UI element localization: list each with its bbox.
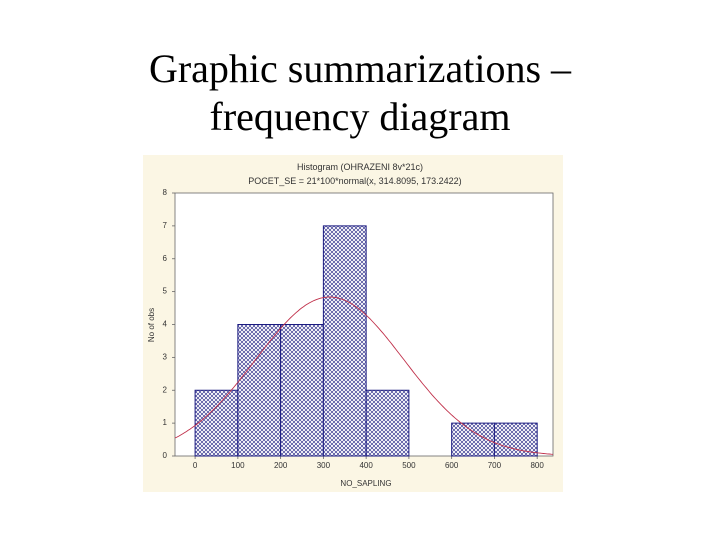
x-tick-label: 600 bbox=[445, 461, 459, 470]
bar bbox=[365, 389, 410, 457]
x-tick-label: 800 bbox=[530, 461, 544, 470]
y-tick-label: 0 bbox=[163, 451, 168, 460]
x-tick-label: 100 bbox=[231, 461, 245, 470]
x-tick-label: 500 bbox=[402, 461, 416, 470]
chart-subtitle: POCET_SE = 21*100*normal(x, 314.8095, 17… bbox=[248, 176, 461, 186]
y-tick-label: 3 bbox=[163, 352, 168, 361]
x-tick-label: 200 bbox=[274, 461, 288, 470]
x-axis-label: NO_SAPLING bbox=[340, 479, 391, 488]
y-tick-label: 2 bbox=[163, 385, 168, 394]
x-tick-label: 0 bbox=[193, 461, 198, 470]
bar bbox=[237, 324, 282, 457]
slide-title: frequency diagram bbox=[210, 94, 511, 139]
y-tick-label: 5 bbox=[163, 287, 168, 296]
bar bbox=[194, 389, 239, 457]
chart-title: Histogram (OHRAZENI 8v*21c) bbox=[297, 162, 423, 172]
x-tick-label: 300 bbox=[317, 461, 331, 470]
bar bbox=[493, 422, 538, 457]
y-axis-label: No of obs bbox=[147, 308, 156, 342]
slide-title: Graphic summarizations – bbox=[149, 46, 572, 91]
bar bbox=[322, 225, 367, 457]
y-tick-label: 6 bbox=[163, 254, 168, 263]
x-tick-label: 700 bbox=[488, 461, 502, 470]
fit-curve bbox=[175, 296, 553, 455]
y-tick-label: 4 bbox=[163, 320, 168, 329]
y-tick-label: 7 bbox=[163, 221, 168, 230]
bar bbox=[280, 324, 324, 457]
y-tick-label: 1 bbox=[163, 418, 168, 427]
y-tick-label: 8 bbox=[163, 188, 168, 197]
x-tick-label: 400 bbox=[359, 461, 373, 470]
